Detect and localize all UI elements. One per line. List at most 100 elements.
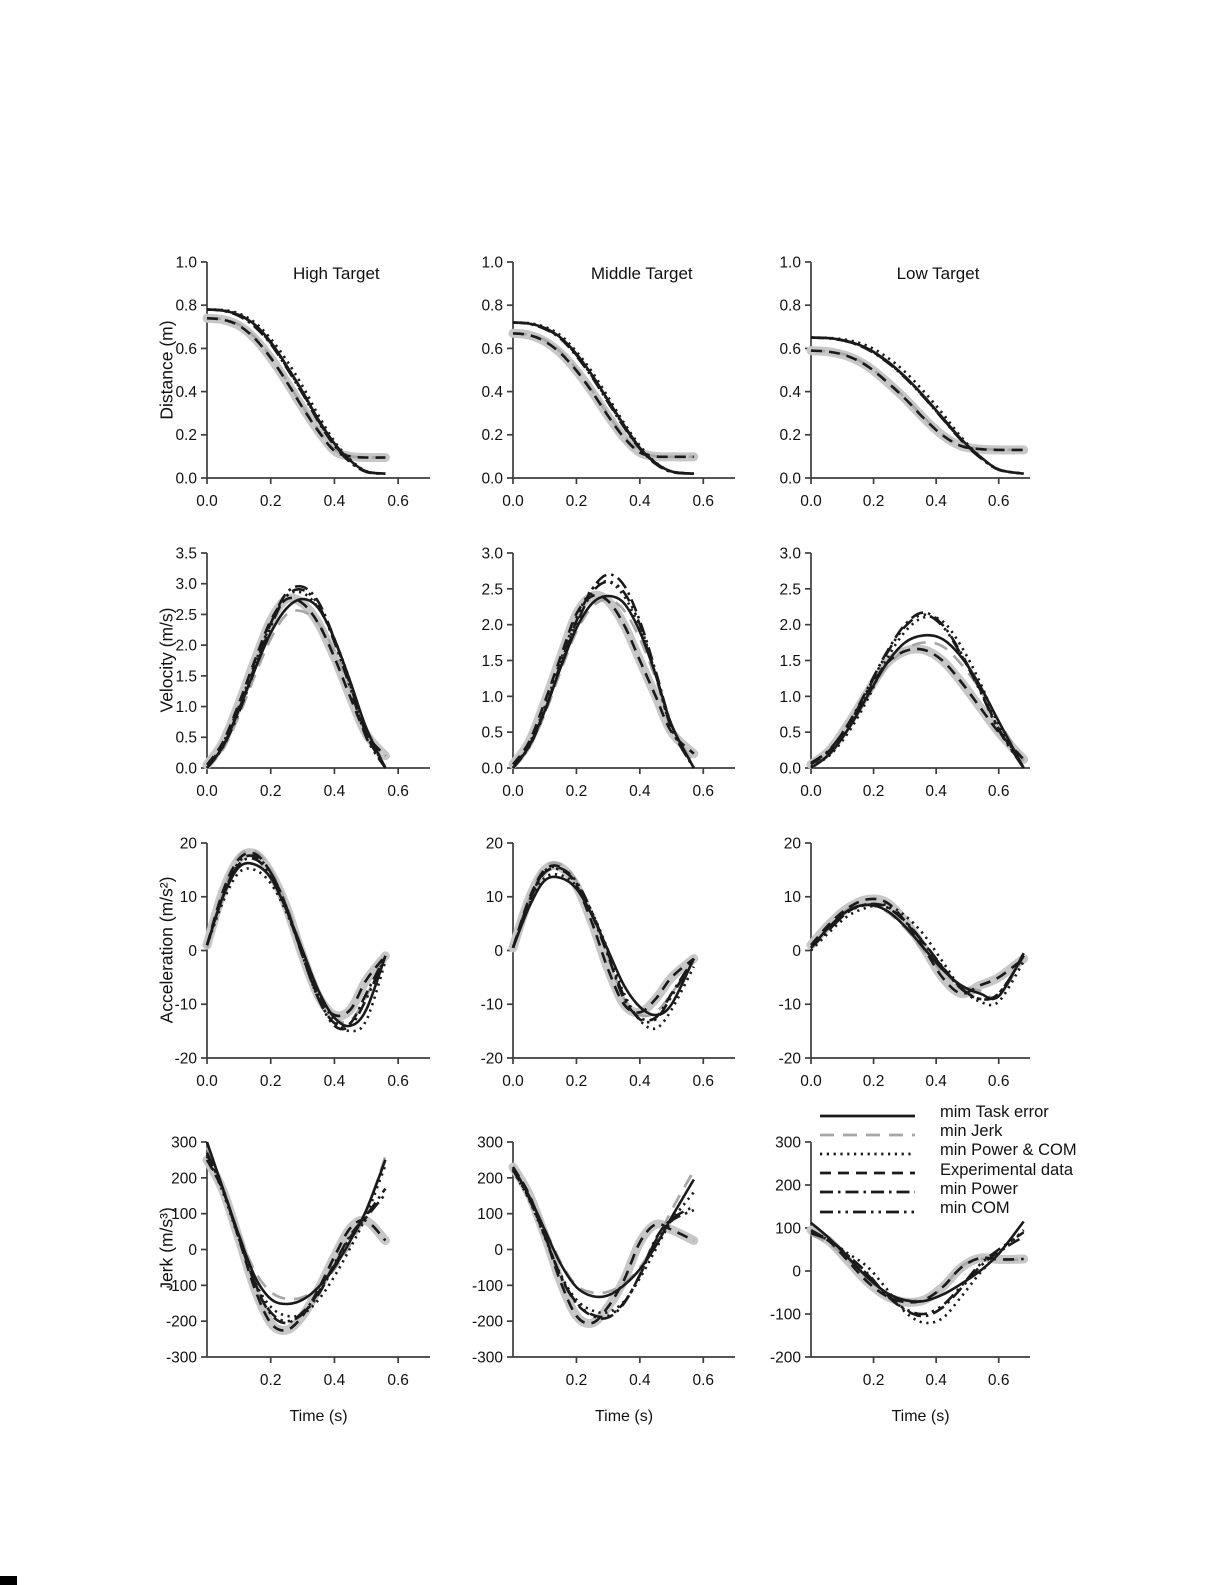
chart-distance-low-target: 0.0 0.2 0.4 0.6 0.8 1.0 0.0 0.2 0.4 0.6 Low Target (749, 237, 1062, 546)
svg-text:3.5: 3.5 (175, 545, 197, 562)
svg-text:0.2: 0.2 (863, 783, 885, 800)
svg-text:200: 200 (171, 1170, 197, 1187)
svg-text:2.0: 2.0 (481, 617, 503, 634)
svg-text:100: 100 (171, 1206, 197, 1223)
svg-text:0.6: 0.6 (175, 341, 197, 358)
svg-text:0.2: 0.2 (175, 427, 197, 444)
svg-text:0: 0 (188, 943, 197, 960)
svg-text:0.2: 0.2 (566, 1372, 588, 1389)
dashed-line-sample (818, 1165, 917, 1175)
legend-entry-min-com: min COM (818, 1199, 1077, 1218)
svg-text:1.5: 1.5 (175, 668, 197, 685)
svg-text:-200: -200 (472, 1314, 503, 1331)
dash-dot-line-sample (818, 1184, 917, 1194)
svg-text:0: 0 (188, 1242, 197, 1259)
svg-text:-100: -100 (166, 1278, 197, 1295)
svg-text:-10: -10 (175, 997, 198, 1014)
svg-text:0.5: 0.5 (175, 730, 197, 747)
gray-dash-line-sample (818, 1127, 917, 1137)
svg-text:2.5: 2.5 (779, 581, 801, 598)
svg-text:1.0: 1.0 (779, 254, 801, 271)
svg-text:High Target: High Target (293, 264, 380, 283)
svg-text:0.4: 0.4 (481, 384, 503, 401)
svg-text:0.8: 0.8 (481, 298, 503, 315)
dotted-line-sample (818, 1146, 917, 1156)
svg-text:300: 300 (171, 1134, 197, 1151)
svg-text:0.2: 0.2 (260, 783, 282, 800)
svg-text:0.4: 0.4 (925, 493, 947, 510)
solid-line-sample (818, 1108, 917, 1118)
svg-text:0.0: 0.0 (175, 470, 197, 487)
legend-label-experimental: Experimental data (940, 1160, 1073, 1179)
svg-text:0.4: 0.4 (629, 783, 651, 800)
svg-text:0.6: 0.6 (988, 1073, 1010, 1090)
legend-label-min-power: min Power (940, 1179, 1018, 1198)
svg-text:0.6: 0.6 (387, 493, 409, 510)
svg-text:-100: -100 (472, 1278, 503, 1295)
svg-text:0.4: 0.4 (925, 1073, 947, 1090)
svg-text:1.5: 1.5 (779, 653, 801, 670)
svg-text:0: 0 (494, 943, 503, 960)
chart-acceleration-middle-target: -20 -10 0 10 20 0.0 0.2 0.4 0.6 (451, 818, 767, 1126)
legend-label-min-jerk: min Jerk (940, 1122, 1003, 1141)
svg-text:0.2: 0.2 (260, 1372, 282, 1389)
chart-acceleration-high-target: -20 -10 0 10 20 0.0 0.2 0.4 0.6 (145, 818, 462, 1126)
svg-text:2.0: 2.0 (175, 638, 197, 655)
chart-acceleration-low-target: -20 -10 0 10 20 0.0 0.2 0.4 0.6 (749, 818, 1062, 1126)
svg-text:0.2: 0.2 (779, 427, 801, 444)
svg-text:-200: -200 (166, 1314, 197, 1331)
svg-text:Time (s): Time (s) (891, 1408, 949, 1425)
svg-text:3.0: 3.0 (175, 576, 197, 593)
svg-text:1.5: 1.5 (481, 653, 503, 670)
svg-text:0.6: 0.6 (387, 1073, 409, 1090)
legend-entry-task-error: mim Task error (818, 1103, 1077, 1122)
svg-text:0.2: 0.2 (863, 1073, 885, 1090)
svg-text:0.4: 0.4 (629, 1372, 651, 1389)
svg-text:-20: -20 (175, 1050, 198, 1067)
svg-text:0.4: 0.4 (324, 783, 346, 800)
scan-artifact (0, 1576, 17, 1585)
svg-text:0.5: 0.5 (481, 725, 503, 742)
svg-text:1.0: 1.0 (481, 689, 503, 706)
svg-text:0.4: 0.4 (925, 783, 947, 800)
svg-text:Time (s): Time (s) (289, 1408, 347, 1425)
svg-text:200: 200 (477, 1170, 503, 1187)
svg-text:20: 20 (784, 835, 802, 852)
svg-text:10: 10 (784, 889, 802, 906)
svg-text:0.6: 0.6 (988, 783, 1010, 800)
svg-text:Time (s): Time (s) (595, 1408, 653, 1425)
svg-text:0.2: 0.2 (863, 493, 885, 510)
svg-text:100: 100 (477, 1206, 503, 1223)
svg-text:0.4: 0.4 (925, 1372, 947, 1389)
legend: mim Task error min Jerk min Power & COM … (818, 1103, 1077, 1218)
svg-text:3.0: 3.0 (481, 545, 503, 562)
chart-velocity-low-target: 0.0 0.5 1.0 1.5 2.0 2.5 3.0 0.0 0.2 0.4 0.6 (749, 528, 1062, 836)
svg-text:0.6: 0.6 (988, 493, 1010, 510)
svg-text:0.4: 0.4 (324, 1372, 346, 1389)
svg-text:0.0: 0.0 (196, 1073, 218, 1090)
svg-text:0.0: 0.0 (779, 470, 801, 487)
svg-text:0.0: 0.0 (481, 470, 503, 487)
legend-entry-min-jerk: min Jerk (818, 1122, 1077, 1141)
chart-jerk-high-target: -300 -200 -100 0 100 200 300 0.2 0.4 0.6 Time (s) (145, 1117, 462, 1425)
chart-distance-middle-target: 0.0 0.2 0.4 0.6 0.8 1.0 0.0 0.2 0.4 0.6 Middle Tar… (451, 237, 767, 546)
svg-text:0.0: 0.0 (502, 783, 524, 800)
svg-text:0.4: 0.4 (324, 493, 346, 510)
svg-text:0.2: 0.2 (260, 493, 282, 510)
legend-entry-min-power: min Power (818, 1180, 1077, 1199)
svg-text:0.0: 0.0 (502, 1073, 524, 1090)
svg-text:-300: -300 (166, 1349, 197, 1366)
svg-text:0.0: 0.0 (481, 760, 503, 777)
chart-jerk-middle-target: -300 -200 -100 0 100 200 300 0.2 0.4 0.6 Time (s) (451, 1117, 767, 1425)
svg-text:0: 0 (792, 1263, 801, 1280)
svg-text:1.0: 1.0 (481, 254, 503, 271)
svg-text:0.0: 0.0 (779, 760, 801, 777)
svg-text:-10: -10 (779, 997, 802, 1014)
svg-text:0.6: 0.6 (779, 341, 801, 358)
svg-text:-10: -10 (481, 997, 504, 1014)
svg-text:300: 300 (775, 1134, 801, 1151)
svg-text:0: 0 (792, 943, 801, 960)
legend-label-task-error: mim Task error (940, 1103, 1049, 1122)
svg-text:100: 100 (775, 1220, 801, 1237)
